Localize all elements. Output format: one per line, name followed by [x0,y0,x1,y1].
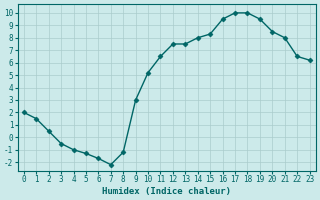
X-axis label: Humidex (Indice chaleur): Humidex (Indice chaleur) [102,187,231,196]
